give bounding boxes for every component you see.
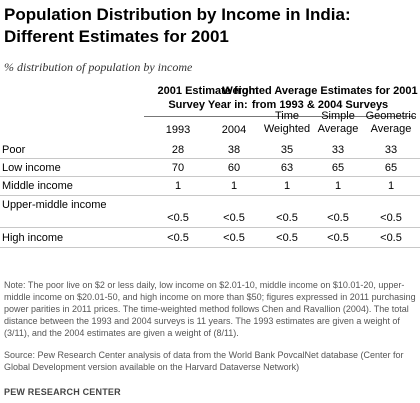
table-cell: 70 — [171, 162, 185, 174]
table-cell: 35 — [280, 144, 294, 156]
table-cell: <0.5 — [167, 212, 189, 224]
table-cell: 60 — [227, 162, 241, 174]
row-label-high-income: High income — [2, 232, 64, 244]
row-label-low-income: Low income — [2, 162, 61, 174]
column-header-simple-average: Simple Average — [317, 110, 359, 135]
group-rule-survey-year — [144, 116, 268, 117]
column-header-time-weighted: Time Weighted — [263, 110, 311, 135]
table-cell: 65 — [331, 162, 345, 174]
group-header-survey-year: 2001 Estimate from Survey Year in: — [157, 85, 259, 111]
table-cell: 33 — [331, 144, 345, 156]
row-divider — [0, 176, 420, 177]
row-label-poor: Poor — [2, 144, 26, 156]
row-divider — [0, 158, 420, 159]
table-cell: 1 — [230, 180, 238, 192]
table-cell: <0.5 — [327, 212, 349, 224]
row-divider — [0, 195, 420, 196]
table-cell: <0.5 — [276, 212, 298, 224]
column-header-1993: 1993 — [165, 124, 191, 136]
chart-subtitle: % distribution of population by income — [4, 60, 193, 74]
table-cell: <0.5 — [167, 232, 189, 244]
group-header-weighted: Weighted Average Estimates for 2001 from… — [222, 85, 418, 111]
table-cell: <0.5 — [276, 232, 298, 244]
row-label-upper-middle-income: Upper-middle income — [2, 199, 107, 211]
table-cell: 1 — [334, 180, 342, 192]
row-divider — [0, 247, 420, 248]
group-rule-weighted — [226, 116, 416, 117]
chart-title: Population Distribution by Income in Ind… — [4, 5, 351, 46]
table-cell: <0.5 — [223, 232, 245, 244]
table-cell: 65 — [384, 162, 398, 174]
table-cell: <0.5 — [380, 232, 402, 244]
brand-footer: PEW RESEARCH CENTER — [4, 387, 121, 397]
table-cell: 28 — [171, 144, 185, 156]
row-divider — [0, 227, 420, 228]
table-cell: <0.5 — [223, 212, 245, 224]
table-cell: 1 — [283, 180, 291, 192]
table-cell: <0.5 — [380, 212, 402, 224]
table-note: Note: The poor live on $2 or less daily,… — [4, 280, 416, 338]
table-cell: 1 — [387, 180, 395, 192]
table-cell: 38 — [227, 144, 241, 156]
column-header-geometric-average: Geometric Average — [365, 110, 417, 135]
table-source: Source: Pew Research Center analysis of … — [4, 350, 404, 372]
table-cell: 63 — [280, 162, 294, 174]
row-label-middle-income: Middle income — [2, 180, 73, 192]
table-cell: 33 — [384, 144, 398, 156]
table-cell: 1 — [174, 180, 182, 192]
column-header-2004: 2004 — [221, 124, 247, 136]
table-cell: <0.5 — [327, 232, 349, 244]
